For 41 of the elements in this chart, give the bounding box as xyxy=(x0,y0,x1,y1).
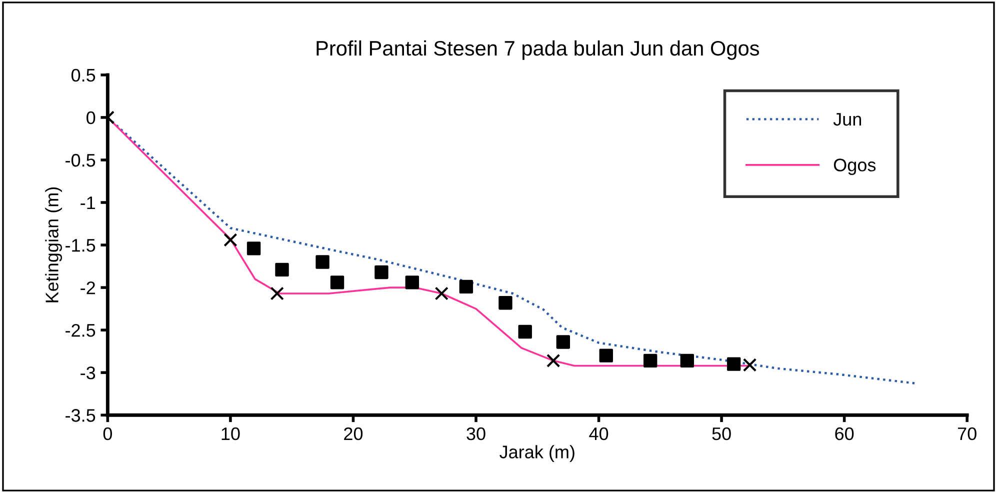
x-tick-label: 40 xyxy=(589,427,608,440)
point xyxy=(680,354,694,368)
legend-label: Jun xyxy=(833,113,862,126)
point xyxy=(275,262,289,277)
y-tick-label: -1.5 xyxy=(66,239,96,252)
point xyxy=(459,280,474,294)
point xyxy=(498,296,512,310)
point xyxy=(643,354,658,368)
y-tick-label: -0.5 xyxy=(66,154,96,167)
point xyxy=(599,348,613,362)
x-tick-label: 60 xyxy=(835,427,854,440)
x-tick-label: 20 xyxy=(344,427,363,440)
y-tick-label: -1 xyxy=(80,196,95,210)
x-tick-label: 0 xyxy=(103,427,112,440)
x-tick-label: 50 xyxy=(712,427,731,440)
point xyxy=(434,286,448,300)
x-axis-title: Jarak (m) xyxy=(500,445,574,462)
point xyxy=(224,233,238,247)
x-tick-label: 10 xyxy=(222,427,240,440)
point xyxy=(518,324,532,339)
point xyxy=(546,354,560,368)
chart-title: Profil Pantai Stesen 7 pada bulan Jun dan Ogos xyxy=(316,40,760,60)
y-tick-label: -3 xyxy=(80,366,96,380)
point xyxy=(316,255,330,269)
y-tick-label: 0 xyxy=(86,111,96,124)
point xyxy=(556,335,570,349)
point xyxy=(726,357,741,371)
legend-label: Ogos xyxy=(834,158,876,175)
x-tick-label: 30 xyxy=(466,427,486,440)
y-tick-label: 0.5 xyxy=(71,68,96,82)
x-tick-label: 70 xyxy=(958,427,976,440)
point xyxy=(405,276,420,290)
y-axis-title: Ketinggian (m) xyxy=(45,187,62,302)
point xyxy=(270,286,284,300)
point xyxy=(246,242,261,256)
point xyxy=(374,265,388,280)
y-tick-label: -2 xyxy=(80,281,95,294)
y-tick-label: -2.5 xyxy=(66,324,96,337)
point xyxy=(742,358,757,372)
point xyxy=(330,276,344,290)
y-tick-label: -3.5 xyxy=(66,409,96,422)
